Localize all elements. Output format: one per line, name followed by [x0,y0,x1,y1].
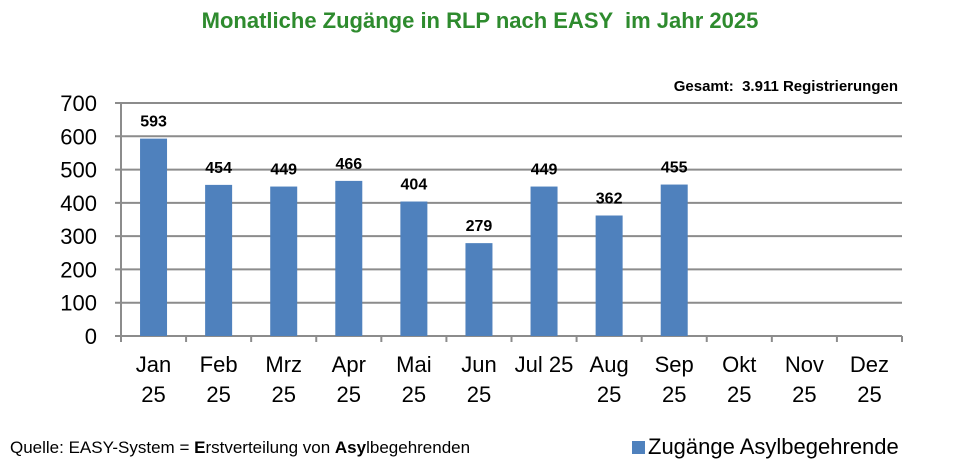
bar [465,243,493,336]
y-tick-label: 100 [60,291,97,316]
bar [205,184,233,336]
bar [335,180,363,336]
source-suffix: lbegehrenden [366,438,471,457]
y-tick-label: 200 [60,257,97,282]
x-tick-label: Mai [396,352,431,377]
x-tick-label: 25 [857,382,881,407]
source-e-bold: E [194,438,206,457]
x-tick-label: 25 [271,382,295,407]
x-tick-label: Jul 25 [515,352,574,377]
x-tick-label: Jan [136,352,171,377]
x-tick-label: 25 [337,382,361,407]
data-label: 404 [401,177,428,194]
chart-title: Monatliche Zugänge in RLP nach EASY im J… [201,8,759,33]
data-label: 593 [140,114,167,131]
x-tick-label: Feb [200,352,238,377]
data-label: 449 [270,162,297,179]
legend-swatch [632,440,645,454]
data-label: 362 [596,191,623,208]
y-tick-label: 700 [60,91,97,116]
x-tick-label: Nov [785,352,824,377]
bar [400,201,428,336]
x-tick-label: 25 [597,382,621,407]
data-label: 454 [205,160,232,177]
total-annotation: Gesamt: 3.911 Registrierungen [673,78,898,95]
source-asy-bold: Asy [334,438,367,457]
legend-label: Zugänge Asylbegehrende [648,434,899,459]
x-tick-label: Aug [590,352,629,377]
y-tick-label: 500 [60,158,97,183]
bar [660,184,688,336]
source-note: Quelle: EASY-System = Erstverteilung von… [10,438,470,458]
y-tick-label: 300 [60,224,97,249]
x-tick-label: 25 [206,382,230,407]
bar [595,215,623,336]
legend: Zugänge Asylbegehrende [632,434,899,460]
data-label: 449 [531,162,558,179]
y-tick-label: 600 [60,124,97,149]
x-tick-label: Apr [332,352,366,377]
data-label: 455 [661,160,688,177]
x-tick-label: Dez [850,352,889,377]
data-label: 466 [335,156,362,173]
x-tick-label: 25 [727,382,751,407]
x-tick-label: 25 [402,382,426,407]
x-tick-label: 25 [141,382,165,407]
x-tick-label: 25 [662,382,686,407]
bar [530,186,558,336]
bar [270,186,298,336]
x-tick-label: Okt [722,352,756,377]
source-mid: rstverteilung von [205,438,335,457]
data-label: 279 [466,218,493,235]
source-prefix: Quelle: EASY-System = [10,438,195,457]
x-tick-label: 25 [467,382,491,407]
x-tick-label: Jun [461,352,496,377]
y-tick-label: 0 [85,324,97,349]
y-tick-label: 400 [60,191,97,216]
x-tick-label: Sep [655,352,694,377]
bar [140,138,168,336]
x-tick-label: Mrz [265,352,302,377]
x-tick-label: 25 [792,382,816,407]
